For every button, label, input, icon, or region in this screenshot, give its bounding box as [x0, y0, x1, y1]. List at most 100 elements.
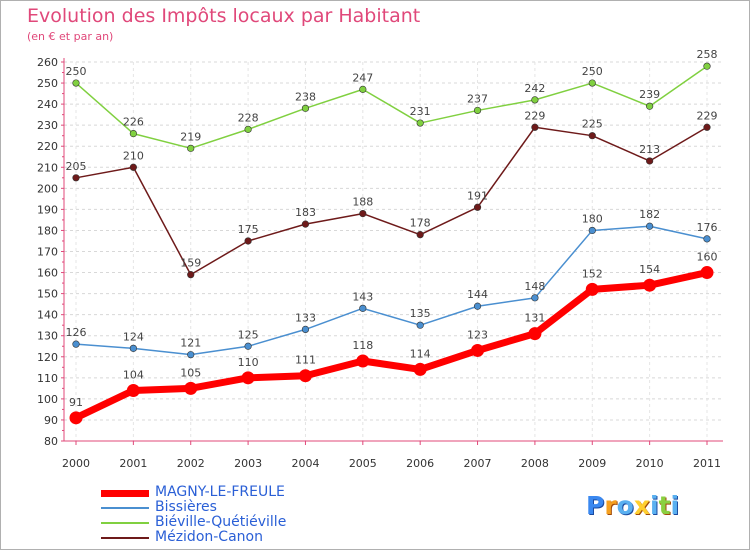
point-bieville-quetieville: [244, 125, 252, 133]
data-label-bieville-quetieville: 238: [295, 90, 316, 103]
chart-subtitle: (en € et par an): [27, 30, 114, 43]
point-bissieres: [703, 235, 711, 243]
x-tick-label: 2009: [578, 457, 606, 470]
data-label-mezidon-canon: 183: [295, 206, 316, 219]
y-tick-label: 230: [37, 119, 58, 132]
point-mezidon-canon: [416, 231, 424, 239]
point-magny-le-freule: [643, 278, 657, 292]
data-label-magny-le-freule: 111: [295, 354, 316, 367]
y-tick-label: 240: [37, 98, 58, 111]
point-mezidon-canon: [588, 132, 596, 140]
data-label-bissieres: 176: [697, 221, 718, 234]
point-magny-le-freule: [241, 371, 255, 385]
y-tick-label: 200: [37, 182, 58, 195]
series-line-magny-le-freule: [74, 269, 708, 421]
series-line-mezidon-canon: [75, 126, 708, 276]
data-label-magny-le-freule: 104: [123, 368, 144, 381]
point-mezidon-canon: [187, 271, 195, 279]
point-bissieres: [416, 321, 424, 329]
series-line-bieville-quetieville: [75, 65, 708, 150]
data-label-bissieres: 182: [639, 208, 660, 221]
y-tick-label: 260: [37, 56, 58, 69]
data-label-bieville-quetieville: 237: [467, 92, 488, 105]
point-bissieres: [646, 222, 654, 230]
data-label-magny-le-freule: 114: [410, 347, 431, 360]
legend-swatch: [101, 537, 149, 539]
x-tick-label: 2004: [291, 457, 319, 470]
data-label-mezidon-canon: 191: [467, 189, 488, 202]
y-tick-label: 220: [37, 140, 58, 153]
data-label-bieville-quetieville: 228: [238, 111, 259, 124]
legend-label: Biéville-Quétiéville: [155, 514, 287, 530]
legend-label: MAGNY-LE-FREULE: [155, 484, 285, 500]
data-label-mezidon-canon: 210: [123, 149, 144, 162]
chart-title: Evolution des Impôts locaux par Habitant: [27, 5, 421, 27]
point-bissieres: [244, 342, 252, 350]
point-mezidon-canon: [703, 123, 711, 131]
x-tick-label: 2011: [693, 457, 721, 470]
data-label-bissieres: 121: [180, 337, 201, 350]
point-bieville-quetieville: [129, 129, 137, 138]
legend-label: Bissières: [155, 499, 217, 515]
y-tick-label: 100: [37, 393, 58, 406]
y-tick-label: 120: [37, 351, 58, 364]
data-label-magny-le-freule: 131: [524, 312, 545, 325]
point-bissieres: [72, 340, 80, 348]
data-label-mezidon-canon: 229: [697, 109, 718, 122]
legend-label: Mézidon-Canon: [155, 529, 263, 545]
data-label-bissieres: 135: [410, 307, 431, 320]
point-bieville-quetieville: [359, 85, 367, 93]
point-bissieres: [129, 344, 137, 352]
data-label-bissieres: 125: [238, 328, 259, 341]
point-bieville-quetieville: [531, 96, 539, 104]
data-label-magny-le-freule: 160: [697, 251, 718, 264]
y-tick-label: 180: [37, 224, 58, 237]
y-tick-label: 90: [44, 414, 58, 427]
data-label-bieville-quetieville: 242: [524, 82, 545, 95]
point-magny-le-freule: [700, 266, 714, 280]
data-label-bissieres: 133: [295, 311, 316, 324]
point-magny-le-freule: [585, 282, 599, 296]
data-label-bissieres: 124: [123, 330, 144, 343]
legend-swatch: [101, 507, 149, 509]
point-bissieres: [187, 351, 195, 359]
data-label-magny-le-freule: 105: [180, 366, 201, 379]
x-tick-label: 2008: [521, 457, 549, 470]
data-label-bieville-quetieville: 250: [582, 65, 603, 78]
point-bieville-quetieville: [301, 104, 310, 112]
point-magny-le-freule: [298, 369, 312, 383]
point-mezidon-canon: [531, 123, 539, 131]
data-label-bieville-quetieville: 250: [66, 65, 87, 78]
point-magny-le-freule: [356, 354, 370, 368]
y-tick-label: 160: [37, 267, 58, 280]
legend-swatch: [101, 489, 149, 497]
y-tick-label: 110: [37, 372, 58, 385]
y-tick-label: 210: [37, 161, 58, 174]
y-tick-label: 130: [37, 330, 58, 343]
point-bieville-quetieville: [646, 102, 654, 110]
point-mezidon-canon: [359, 210, 367, 218]
data-label-bieville-quetieville: 239: [639, 88, 660, 101]
legend-swatch: [101, 522, 149, 524]
x-tick-label: 2002: [177, 457, 205, 470]
data-label-bissieres: 180: [582, 212, 603, 225]
point-mezidon-canon: [646, 157, 654, 165]
y-tick-label: 140: [37, 309, 58, 322]
point-bieville-quetieville: [72, 79, 80, 87]
series-line-bissieres: [75, 225, 708, 356]
data-label-magny-le-freule: 91: [69, 396, 83, 409]
point-mezidon-canon: [129, 163, 137, 171]
data-label-bissieres: 126: [66, 326, 87, 339]
data-label-magny-le-freule: 118: [352, 339, 373, 352]
point-bieville-quetieville: [703, 62, 711, 70]
data-label-mezidon-canon: 188: [352, 196, 373, 209]
x-tick-label: 2007: [464, 457, 492, 470]
data-label-bieville-quetieville: 231: [410, 105, 431, 118]
proxiti-logo: Proxiti: [586, 491, 680, 520]
data-label-bieville-quetieville: 258: [697, 48, 718, 61]
data-label-bieville-quetieville: 226: [123, 116, 144, 129]
y-tick-label: 250: [37, 77, 58, 90]
y-tick-label: 170: [37, 246, 58, 259]
